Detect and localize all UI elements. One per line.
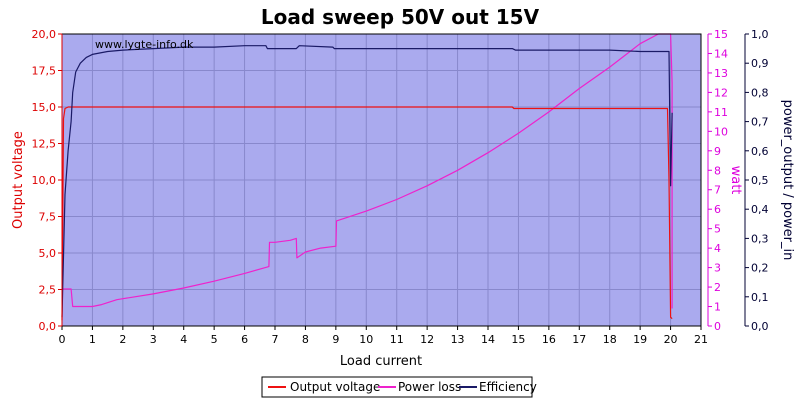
- x-tick-label: 10: [359, 333, 373, 346]
- x-tick-label: 17: [572, 333, 586, 346]
- x-tick-label: 8: [302, 333, 309, 346]
- x-tick-label: 9: [332, 333, 339, 346]
- x-tick-label: 3: [150, 333, 157, 346]
- y-right1-tick-label: 7: [714, 184, 721, 197]
- legend-label-efficiency: Efficiency: [479, 380, 537, 394]
- y-right2-tick-label: 0,6: [751, 145, 769, 158]
- y-left-tick-label: 7,5: [39, 211, 57, 224]
- y-right1-tick-label: 11: [714, 106, 728, 119]
- y-right1-tick-label: 8: [714, 164, 721, 177]
- legend-label-power: Power loss: [398, 380, 461, 394]
- x-tick-label: 7: [272, 333, 279, 346]
- y-right1-tick-label: 1: [714, 301, 721, 314]
- y-left-tick-label: 17,5: [32, 65, 57, 78]
- y-right1-tick-label: 15: [714, 28, 728, 41]
- x-tick-label: 19: [633, 333, 647, 346]
- y-right2-tick-label: 0,4: [751, 203, 769, 216]
- x-tick-label: 5: [211, 333, 218, 346]
- y-left-tick-label: 15,0: [32, 101, 57, 114]
- y-right1-tick-label: 5: [714, 223, 721, 236]
- x-tick-label: 1: [89, 333, 96, 346]
- y-right2-tick-label: 0,7: [751, 116, 769, 129]
- x-tick-label: 20: [664, 333, 678, 346]
- y-right2-tick-label: 0,1: [751, 291, 769, 304]
- y-left-tick-label: 2,5: [39, 284, 57, 297]
- y-right1-tick-label: 14: [714, 47, 728, 60]
- watermark: www.lygte-info.dk: [95, 38, 194, 51]
- y-right1-tick-label: 12: [714, 86, 728, 99]
- x-tick-label: 11: [390, 333, 404, 346]
- x-tick-label: 16: [542, 333, 556, 346]
- y-right1-tick-label: 3: [714, 262, 721, 275]
- y-right2-tick-label: 0,0: [751, 320, 769, 333]
- x-tick-label: 21: [694, 333, 708, 346]
- y-left-tick-label: 10,0: [32, 174, 57, 187]
- y-left-tick-label: 12,5: [32, 138, 57, 151]
- y-right1-tick-label: 4: [714, 242, 721, 255]
- x-tick-label: 13: [451, 333, 465, 346]
- x-tick-label: 4: [180, 333, 187, 346]
- x-axis-title: Load current: [340, 354, 422, 369]
- series-line-efficiency: [61, 45, 673, 318]
- y-right1-tick-label: 2: [714, 281, 721, 294]
- y-right2-tick-label: 1,0: [751, 28, 769, 41]
- y-left-tick-label: 5,0: [39, 247, 57, 260]
- y-right2-tick-label: 0,8: [751, 86, 769, 99]
- x-tick-label: 2: [119, 333, 126, 346]
- y-right1-tick-label: 6: [714, 203, 721, 216]
- y-right2-tick-label: 0,2: [751, 262, 769, 275]
- x-tick-label: 15: [511, 333, 525, 346]
- chart-title: Load sweep 50V out 15V: [261, 5, 540, 29]
- y-left-tick-label: 0,0: [39, 320, 57, 333]
- legend: Output voltage Power loss Efficiency: [261, 376, 537, 398]
- y-left-tick-label: 20,0: [32, 28, 57, 41]
- x-tick-label: 12: [420, 333, 434, 346]
- y-right2-tick-label: 0,5: [751, 174, 769, 187]
- y-right2-tick-label: 0,3: [751, 232, 769, 245]
- y-right1-tick-label: 9: [714, 145, 721, 158]
- y-right1-axis-title: watt: [728, 166, 743, 195]
- series-line-power-loss: [62, 33, 673, 309]
- legend-box: [261, 376, 533, 398]
- y-right1-tick-label: 0: [714, 320, 721, 333]
- x-tick-label: 6: [241, 333, 248, 346]
- legend-label-voltage: Output voltage: [290, 380, 380, 394]
- y-right2-axis-title: power_output / power_in: [780, 100, 795, 261]
- x-tick-label: 18: [603, 333, 617, 346]
- series-line-output-voltage: [61, 106, 673, 321]
- y-right1-tick-label: 13: [714, 67, 728, 80]
- x-tick-label: 14: [481, 333, 495, 346]
- y-left-axis-title: Output voltage: [11, 131, 26, 229]
- x-tick-label: 0: [59, 333, 66, 346]
- y-right1-tick-label: 10: [714, 125, 728, 138]
- y-right2-tick-label: 0,9: [751, 57, 769, 70]
